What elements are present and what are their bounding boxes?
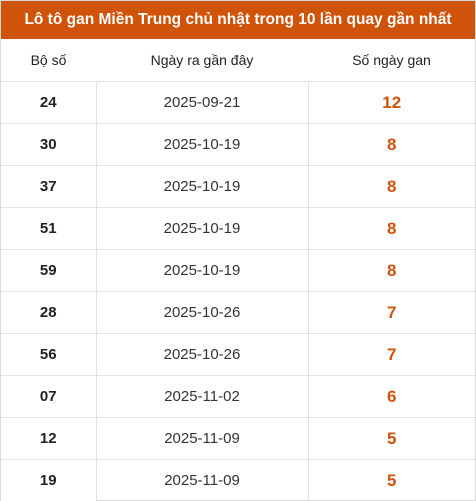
row-gan-days: 5 — [308, 417, 475, 460]
row-gan-days: 6 — [308, 375, 475, 418]
row-number: 07 — [1, 375, 96, 418]
row-last-date: 2025-10-19 — [95, 249, 309, 292]
row-number: 56 — [1, 333, 96, 376]
row-last-date: 2025-10-19 — [95, 123, 309, 166]
row-gan-days: 8 — [308, 207, 475, 250]
row-gan-days: 8 — [308, 123, 475, 166]
row-last-date: 2025-10-26 — [95, 291, 309, 334]
row-gan-days: 7 — [308, 291, 475, 334]
table-row: 30 2025-10-19 8 — [1, 123, 475, 166]
row-gan-days: 8 — [308, 165, 475, 208]
header-number: Bộ số — [1, 39, 96, 82]
header-last-date: Ngày ra gần đây — [96, 39, 308, 82]
row-last-date: 2025-11-02 — [95, 375, 309, 418]
row-number: 37 — [1, 165, 96, 208]
table-row: 37 2025-10-19 8 — [1, 165, 475, 208]
table-header-row: Bộ số Ngày ra gần đây Số ngày gan — [1, 39, 475, 82]
row-gan-days: 7 — [308, 333, 475, 376]
table-row: 56 2025-10-26 7 — [1, 333, 475, 376]
row-number: 24 — [1, 81, 96, 124]
row-number: 30 — [1, 123, 96, 166]
header-gan-days: Số ngày gan — [308, 39, 475, 82]
row-gan-days: 8 — [308, 249, 475, 292]
row-last-date: 2025-11-09 — [95, 417, 309, 460]
row-last-date: 2025-09-21 — [95, 81, 309, 124]
table-row: 19 2025-11-09 5 — [1, 459, 475, 501]
lo-gan-table: Bộ số Ngày ra gần đây Số ngày gan 24 202… — [1, 39, 475, 501]
row-last-date: 2025-11-09 — [95, 459, 309, 501]
row-number: 12 — [1, 417, 96, 460]
table-row: 59 2025-10-19 8 — [1, 249, 475, 292]
row-number: 59 — [1, 249, 96, 292]
table-title: Lô tô gan Miền Trung chủ nhật trong 10 l… — [1, 1, 475, 39]
row-number: 28 — [1, 291, 96, 334]
row-gan-days: 5 — [387, 470, 397, 490]
row-number: 51 — [1, 207, 96, 250]
row-number: 19 — [1, 459, 96, 501]
row-gan-days: 12 — [308, 81, 475, 124]
table-row: 51 2025-10-19 8 — [1, 207, 475, 250]
table-row: 28 2025-10-26 7 — [1, 291, 475, 334]
row-last-date: 2025-10-26 — [95, 333, 309, 376]
row-last-date: 2025-10-19 — [95, 207, 309, 250]
row-last-date: 2025-10-19 — [95, 165, 309, 208]
table-row: 24 2025-09-21 12 — [1, 81, 475, 124]
table-row: 12 2025-11-09 5 — [1, 417, 475, 460]
table-row: 07 2025-11-02 6 — [1, 375, 475, 418]
